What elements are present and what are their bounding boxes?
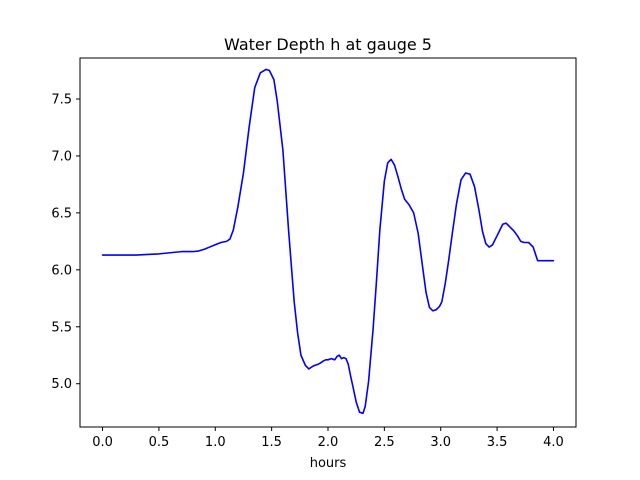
y-axis: 5.0 5.5 6.0 6.5 7.0 7.5 <box>51 93 80 392</box>
y-tick-label: 7.0 <box>51 149 72 164</box>
x-axis-label: hours <box>310 456 347 471</box>
x-tick-label: 3.5 <box>487 435 508 450</box>
x-tick-label: 3.0 <box>430 435 451 450</box>
series-layer <box>101 68 555 415</box>
x-tick-label: 0.0 <box>92 435 113 450</box>
x-tick-label: 0.5 <box>149 435 170 450</box>
y-tick-label: 7.5 <box>51 93 72 108</box>
y-tick-label: 6.0 <box>51 263 72 278</box>
y-tick-label: 5.0 <box>51 377 72 392</box>
y-tick-label: 5.5 <box>51 320 72 335</box>
chart-title: Water Depth h at gauge 5 <box>224 35 432 54</box>
x-tick-label: 1.5 <box>261 435 282 450</box>
series-line <box>101 68 555 415</box>
y-tick-label: 6.5 <box>51 206 72 221</box>
x-tick-label: 2.5 <box>374 435 395 450</box>
x-tick-label: 2.0 <box>318 435 339 450</box>
x-axis: 0.0 0.5 1.0 1.5 2.0 2.5 3.0 3.5 4.0 <box>92 427 564 450</box>
x-tick-label: 1.0 <box>205 435 226 450</box>
plot-area: 0.0 0.5 1.0 1.5 2.0 2.5 3.0 3.5 4.0 5.0 5.5 6.0 6.5… <box>51 57 577 450</box>
x-tick-label: 4.0 <box>543 435 564 450</box>
